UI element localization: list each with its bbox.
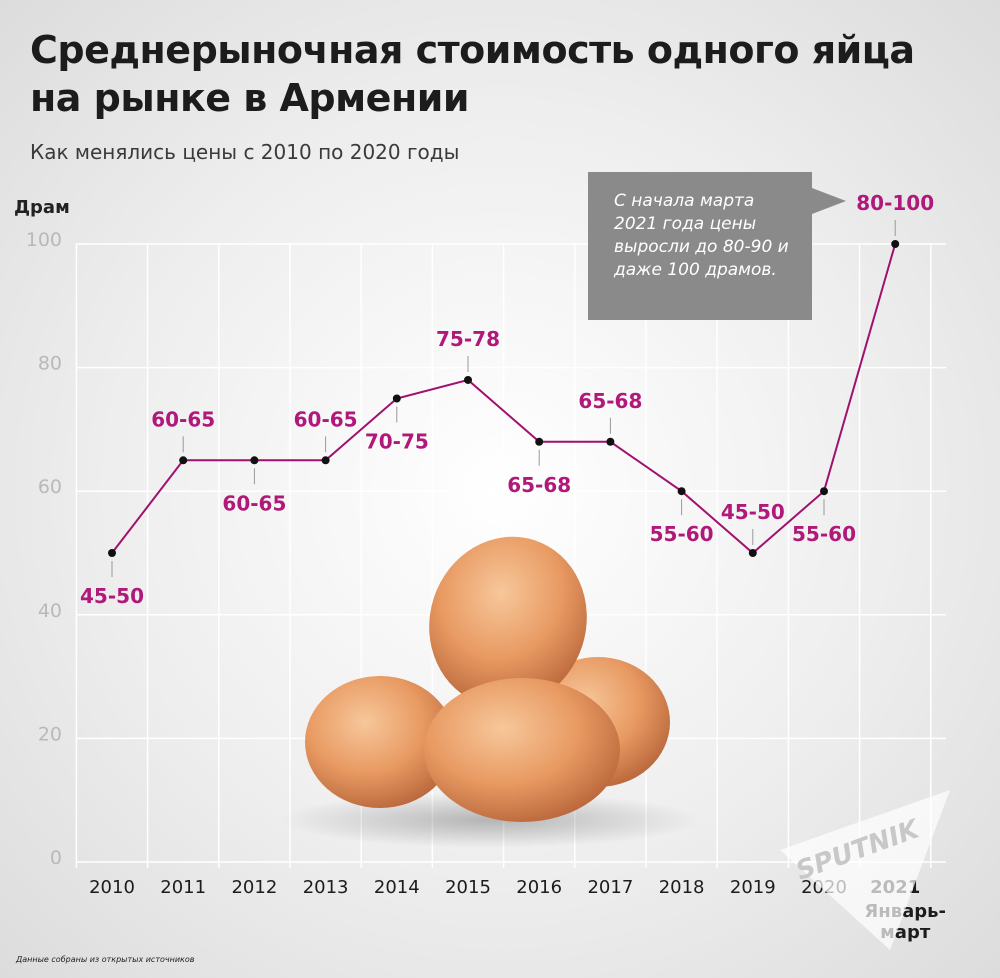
- data-label: 70-75: [365, 430, 429, 454]
- data-point: [677, 487, 686, 496]
- x-tick-label: 2014: [374, 877, 420, 898]
- data-point: [748, 549, 757, 557]
- y-axis-label: Драм: [14, 197, 70, 218]
- y-tick-label: 80: [38, 353, 62, 375]
- data-label: 80-100: [856, 191, 934, 215]
- y-tick-label: 0: [50, 847, 62, 869]
- data-label: 55-60: [792, 522, 856, 546]
- data-label: 60-65: [294, 407, 358, 431]
- data-label: 75-78: [436, 327, 500, 351]
- source-note: Данные собраны из открытых источников: [16, 955, 195, 964]
- series: [108, 240, 900, 557]
- x-tick-label: 2016: [516, 877, 562, 898]
- data-point: [392, 394, 401, 403]
- data-point: [321, 456, 330, 465]
- x-tick-label: 2010: [89, 877, 135, 898]
- y-tick-label: 40: [38, 600, 62, 622]
- y-tick-label: 100: [26, 229, 62, 251]
- callout-text: С начала марта 2021 года цены выросли до…: [614, 191, 789, 280]
- data-point: [606, 437, 615, 446]
- callout-box: С начала марта 2021 года цены выросли до…: [588, 172, 846, 320]
- x-tick-label: 2018: [659, 877, 705, 898]
- data-label: 65-68: [507, 473, 571, 497]
- y-tick-label: 20: [38, 723, 62, 745]
- data-label: 45-50: [80, 584, 144, 608]
- data-point: [108, 549, 116, 557]
- data-point: [179, 456, 188, 465]
- data-label: 55-60: [650, 522, 714, 546]
- x-tick-label: 2012: [231, 877, 277, 898]
- x-tick-label: 2011: [160, 877, 206, 898]
- data-point: [250, 456, 259, 465]
- eggs-illustration: [280, 536, 700, 848]
- x-tick-label: 2013: [303, 877, 349, 898]
- data-label: 60-65: [151, 407, 215, 431]
- data-point: [535, 437, 544, 446]
- data-label: 45-50: [721, 500, 785, 524]
- sputnik-logo-icon: SPUTNIK: [780, 790, 950, 950]
- chart-subtitle: Как менялись цены с 2010 по 2020 годы: [30, 140, 460, 164]
- x-tick-label: 2017: [587, 877, 633, 898]
- data-labels: 45-50 60-65 60-65 60-65 70-75 75-78 65-68 65-68…: [80, 191, 934, 608]
- data-label: 60-65: [222, 491, 286, 515]
- data-label: 65-68: [578, 389, 642, 413]
- chart-title: Среднерыночная стоимость одного яйца на …: [30, 28, 915, 120]
- data-point: [891, 240, 900, 248]
- data-point: [820, 487, 828, 496]
- x-tick-label: 2019: [730, 877, 776, 898]
- x-tick-label: 2015: [445, 877, 491, 898]
- data-point: [464, 375, 472, 384]
- series-line: [111, 243, 897, 555]
- y-tick-label: 60: [38, 476, 62, 498]
